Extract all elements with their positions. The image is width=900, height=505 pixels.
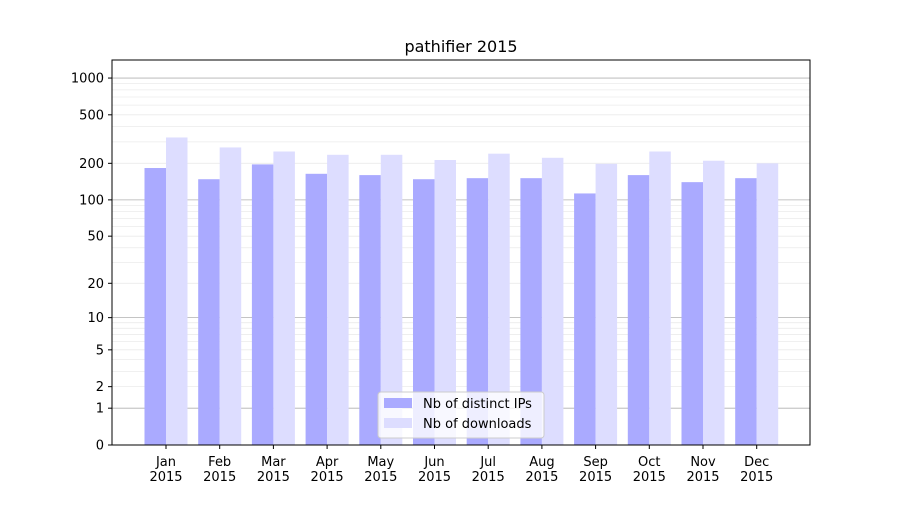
x-tick-label: Nov 2015 [686, 455, 719, 485]
bar-ips [359, 175, 381, 445]
bar-downloads [649, 151, 671, 445]
bar-downloads [488, 153, 510, 445]
x-tick-label: Aug 2015 [525, 455, 558, 485]
plot-frame [111, 59, 811, 446]
y-tick-label: 1 [96, 402, 104, 417]
bar-downloads [166, 137, 188, 445]
bar-downloads [703, 160, 725, 446]
chart-title: pathifier 2015 [404, 37, 517, 56]
x-tick-label: May 2015 [364, 455, 397, 485]
y-tick-label: 2 [96, 380, 104, 395]
bar-downloads [434, 159, 456, 445]
bar-ips [251, 164, 274, 445]
x-tick-label: Apr 2015 [311, 455, 344, 485]
x-tick-label: Jun 2015 [418, 455, 451, 485]
x-tick-label: Jan 2015 [149, 455, 182, 485]
bar-ips [681, 182, 703, 445]
y-tick-label: 500 [79, 108, 104, 123]
y-tick-label: 10 [87, 311, 104, 326]
bar-ips [305, 173, 328, 446]
legend-swatch [384, 418, 412, 428]
legend-label: Nb of downloads [423, 417, 532, 432]
x-tick-label: Jul 2015 [472, 455, 505, 485]
bar-downloads [756, 163, 779, 445]
bar-ips [144, 168, 166, 445]
legend-box [377, 391, 545, 439]
y-tick-label: 100 [79, 193, 104, 208]
bar-downloads [219, 147, 242, 445]
y-tick-label: 0 [96, 439, 104, 454]
bar-ips [198, 179, 220, 446]
bar-downloads [541, 157, 564, 446]
bar-downloads [380, 154, 403, 446]
x-tick-label: Sep 2015 [579, 455, 612, 485]
y-tick-label: 200 [79, 157, 104, 172]
bar-ips [413, 179, 435, 446]
bar-ips [520, 178, 542, 445]
legend-swatch [384, 398, 412, 408]
bar-downloads [273, 151, 295, 445]
y-tick-label: 5 [96, 343, 104, 358]
x-tick-label: Oct 2015 [633, 455, 666, 485]
y-tick-label: 20 [87, 277, 104, 292]
legend: Nb of distinct IPs Nb of downloads [377, 391, 545, 439]
y-tick-label: 50 [87, 230, 104, 245]
legend-label: Nb of distinct IPs [423, 397, 532, 412]
bar-downloads [327, 154, 349, 446]
bar-ips [466, 178, 489, 445]
bar-ips [627, 175, 650, 445]
bar-ips [574, 193, 596, 445]
bar-downloads [595, 163, 618, 445]
x-tick-label: Dec 2015 [740, 455, 773, 485]
x-tick-label: Feb 2015 [203, 455, 236, 485]
x-tick-label: Mar 2015 [257, 455, 290, 485]
y-tick-label: 1000 [71, 72, 104, 87]
bar-ips [735, 178, 757, 445]
